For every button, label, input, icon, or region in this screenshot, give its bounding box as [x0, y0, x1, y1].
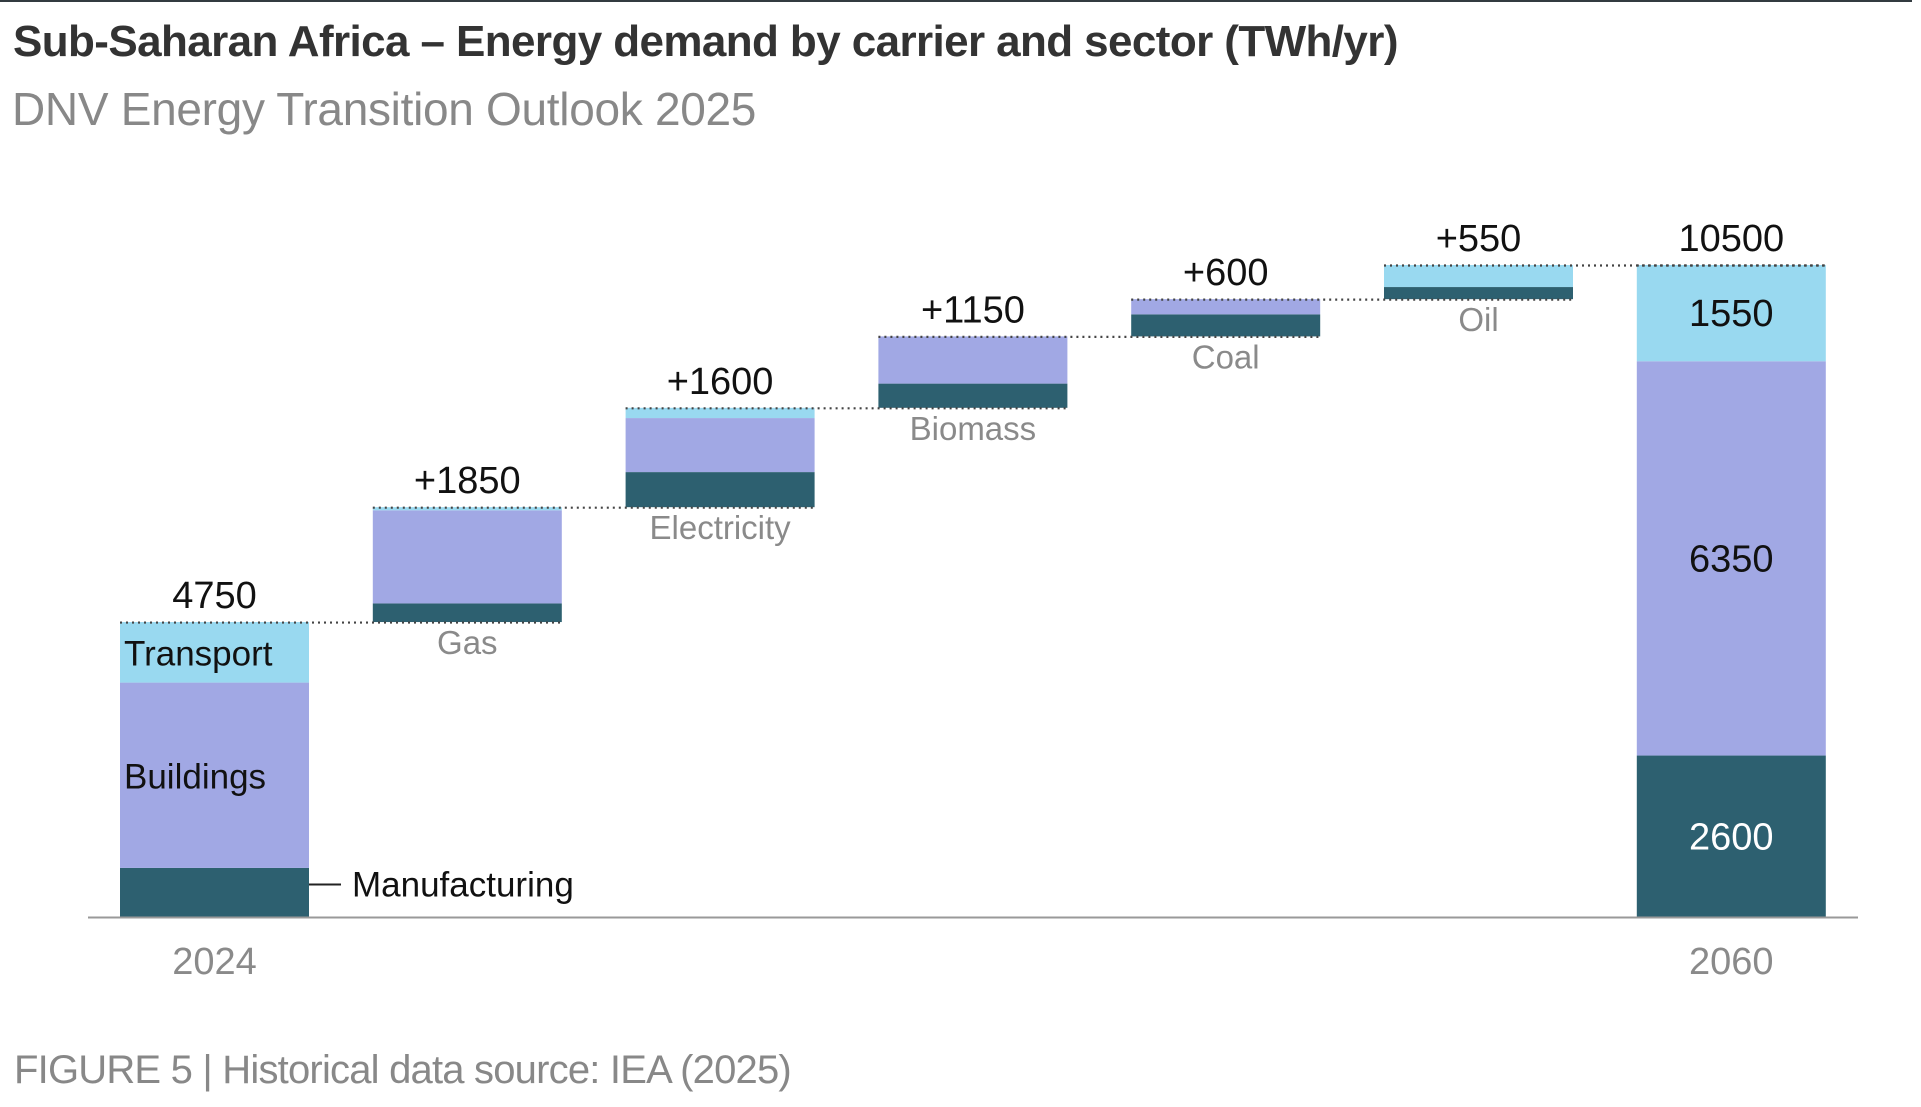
segment-buildings — [625, 418, 815, 473]
bar-biomass — [878, 336, 1068, 408]
sector-label-transport: Transport — [124, 634, 273, 673]
segment-value-manufacturing: 2600 — [1689, 816, 1774, 858]
bar-2060 — [1636, 265, 1826, 917]
figure-caption: FIGURE 5 | Historical data source: IEA (… — [14, 1048, 792, 1092]
top-rule — [0, 0, 1912, 2]
chart-title: Sub-Saharan Africa – Energy demand by ca… — [13, 17, 1398, 66]
segment-buildings — [120, 682, 309, 868]
segment-buildings — [372, 510, 562, 604]
segment-manufacturing — [120, 867, 309, 917]
sector-label-manufacturing: Manufacturing — [352, 865, 574, 904]
category-label: Coal — [1192, 338, 1260, 375]
segment-manufacturing — [1636, 755, 1826, 917]
bars-group — [120, 265, 1826, 917]
segment-manufacturing — [1131, 314, 1321, 337]
category-label: Oil — [1458, 301, 1498, 338]
bar-coal — [1131, 299, 1321, 337]
bar-electricity — [625, 407, 815, 508]
value-label: 10500 — [1678, 218, 1784, 260]
value-label: +1850 — [414, 460, 521, 502]
segment-transport — [1384, 265, 1573, 288]
category-label: Gas — [437, 624, 498, 661]
segment-manufacturing — [1384, 287, 1573, 300]
segment-transport — [1636, 265, 1826, 362]
category-label: Biomass — [910, 410, 1037, 447]
axis-year-label: 2024 — [172, 941, 257, 983]
segment-buildings — [1131, 299, 1321, 315]
bar-oil — [1384, 265, 1573, 300]
value-label: +550 — [1436, 218, 1522, 260]
segment-manufacturing — [878, 383, 1068, 408]
value-label: 4750 — [172, 575, 257, 617]
value-label: +600 — [1183, 252, 1269, 294]
segment-transport — [120, 622, 309, 683]
value-label: +1600 — [667, 361, 774, 403]
chart-subtitle: DNV Energy Transition Outlook 2025 — [12, 83, 757, 135]
segment-value-buildings: 6350 — [1689, 538, 1774, 580]
bar-gas — [372, 507, 562, 623]
segment-transport — [372, 507, 562, 511]
connectors-group — [120, 264, 1826, 624]
category-label: Electricity — [650, 509, 792, 546]
value-label: +1150 — [921, 289, 1025, 331]
segment-value-transport: 1550 — [1689, 293, 1774, 335]
bar-2024 — [120, 622, 309, 917]
segment-buildings — [878, 336, 1068, 384]
segment-transport — [625, 407, 815, 419]
labels-group: 4750 2024 +1850 Gas +1600 Electricity +1150 Bio… — [124, 218, 1784, 983]
sector-label-buildings: Buildings — [124, 757, 266, 796]
segment-manufacturing — [625, 472, 815, 508]
segment-manufacturing — [372, 603, 562, 623]
axis-year-label: 2060 — [1689, 941, 1774, 983]
segment-buildings — [1636, 361, 1826, 756]
